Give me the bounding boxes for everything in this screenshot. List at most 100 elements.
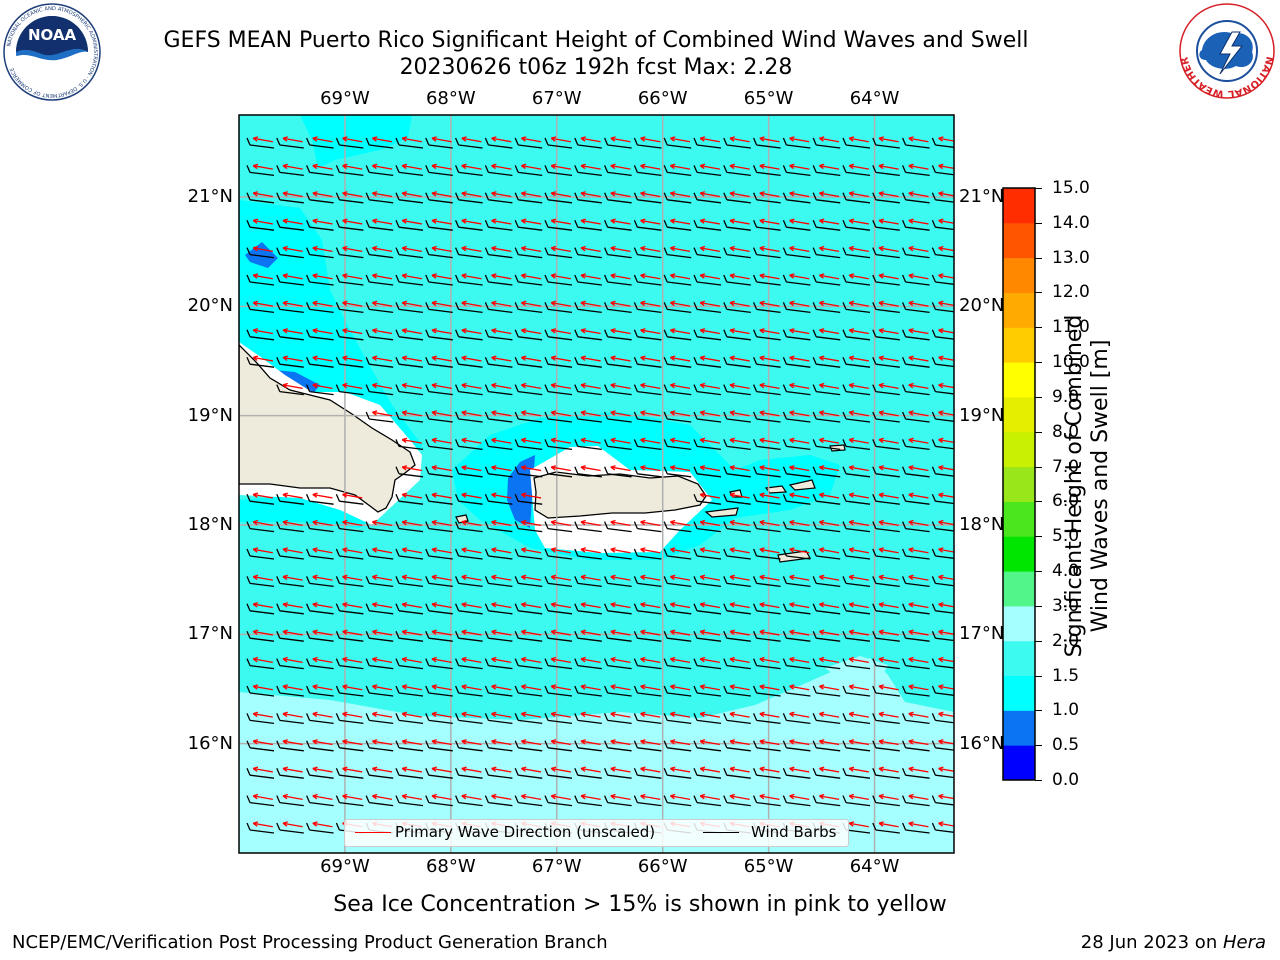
colorbar-cell — [1003, 745, 1035, 781]
wave-direction-arrow — [491, 629, 512, 636]
wave-direction-arrow — [640, 574, 661, 581]
wind-barb — [663, 302, 692, 314]
wind-barb — [276, 521, 304, 533]
wave-direction-arrow — [520, 711, 542, 718]
wave-direction-arrow — [491, 191, 512, 198]
wave-direction-arrow — [908, 739, 929, 746]
wind-barb — [544, 630, 573, 642]
wind-barb — [782, 713, 811, 725]
wave-direction-arrow — [818, 465, 840, 472]
wind-barb — [544, 767, 573, 779]
wave-direction-arrow — [640, 328, 661, 335]
wave-direction-arrow — [520, 629, 542, 636]
colorbar-cell — [1003, 675, 1035, 711]
wind-barb — [276, 302, 304, 314]
wave-direction-arrow — [342, 766, 363, 773]
wind-barb — [425, 576, 453, 588]
wave-direction-arrow — [669, 328, 691, 335]
wind-barb — [872, 713, 900, 725]
wind-barb — [782, 274, 811, 286]
wave-direction-arrow — [252, 191, 273, 198]
wave-direction-arrow — [610, 410, 631, 417]
wind-barb — [455, 165, 483, 177]
wave-direction-arrow — [759, 410, 780, 417]
wind-barb — [693, 548, 722, 560]
wind-barb — [365, 302, 394, 314]
wave-direction-arrow — [938, 793, 954, 800]
wave-direction-arrow — [669, 382, 691, 389]
wave-direction-arrow — [282, 492, 303, 499]
wind-barb — [842, 658, 871, 670]
wind-barb — [544, 548, 573, 560]
wind-barb — [842, 329, 871, 341]
wind-barb — [693, 466, 722, 478]
wind-barb — [335, 767, 364, 779]
wave-direction-arrow — [431, 300, 452, 307]
wave-direction-arrow — [550, 382, 571, 389]
wind-barb — [633, 356, 662, 368]
wind-barb — [633, 576, 662, 588]
wave-direction-arrow — [908, 793, 929, 800]
wind-barb — [574, 411, 602, 423]
wind-barb — [872, 411, 900, 423]
wind-barb — [306, 219, 334, 231]
wave-direction-arrow — [461, 519, 482, 526]
wave-direction-arrow — [640, 547, 661, 554]
wave-direction-arrow — [520, 492, 542, 499]
wave-direction-arrow — [282, 684, 303, 691]
wave-direction-arrow — [252, 245, 273, 252]
wind-barb — [514, 165, 543, 177]
wind-barb — [842, 576, 871, 588]
wave-direction-arrow — [342, 492, 363, 499]
wave-direction-arrow — [908, 684, 929, 691]
wave-direction-arrow — [818, 547, 840, 554]
wave-direction-arrow — [491, 793, 512, 800]
wave-direction-arrow — [848, 821, 869, 828]
wave-direction-arrow — [610, 711, 631, 718]
wind-barb — [574, 247, 602, 259]
colorbar-tick-label: 1.5 — [1052, 665, 1080, 686]
wind-barb — [753, 493, 781, 505]
wave-direction-arrow — [640, 656, 661, 663]
wave-direction-arrow — [401, 136, 422, 143]
wave-direction-arrow — [550, 355, 571, 362]
wind-barb — [544, 192, 573, 204]
wind-barb — [306, 603, 334, 615]
wave-direction-arrow — [401, 355, 422, 362]
wind-barb — [335, 658, 364, 670]
wave-direction-arrow — [401, 656, 422, 663]
wave-direction-arrow — [461, 218, 482, 225]
wind-barb — [365, 713, 394, 725]
wind-barb — [306, 247, 334, 259]
wave-direction-arrow — [550, 163, 571, 170]
wind-barb — [276, 822, 304, 834]
wave-direction-arrow — [640, 684, 661, 691]
wind-barb — [425, 247, 453, 259]
wave-direction-arrow — [818, 574, 840, 581]
wave-direction-arrow — [878, 739, 899, 746]
wind-barb — [604, 247, 632, 259]
wind-barb — [276, 137, 304, 149]
lat-label-left: 18°N — [187, 514, 233, 535]
wave-direction-arrow — [938, 328, 954, 334]
wind-barb — [514, 329, 543, 341]
wind-barb — [484, 685, 513, 697]
wave-direction-arrow — [282, 711, 303, 718]
wave-direction-arrow — [401, 437, 422, 444]
wind-barb — [723, 767, 751, 779]
wind-barb — [365, 165, 394, 177]
wave-direction-arrow — [312, 355, 333, 362]
wind-barb — [604, 302, 632, 314]
wind-barb — [425, 521, 453, 533]
wave-direction-arrow — [908, 766, 929, 773]
wave-direction-arrow — [908, 821, 929, 828]
wave-direction-arrow — [252, 218, 273, 225]
wind-barb — [306, 192, 334, 204]
wave-direction-arrow — [401, 739, 422, 746]
wind-barb — [484, 165, 513, 177]
wave-direction-arrow — [520, 218, 542, 225]
wind-barb — [544, 439, 573, 451]
wind-barb — [633, 603, 662, 615]
wind-barb — [425, 795, 453, 807]
wave-direction-arrow — [938, 519, 954, 526]
